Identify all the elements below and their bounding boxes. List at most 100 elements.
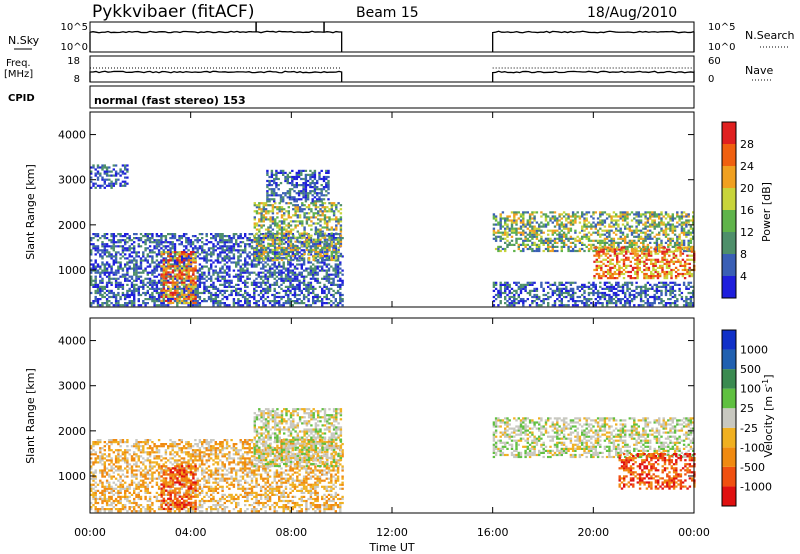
echo-cell [135, 233, 138, 236]
echo-cell [328, 208, 331, 211]
echo-cell [283, 212, 286, 215]
echo-cell [690, 258, 694, 261]
echo-cell [169, 267, 172, 270]
echo-cell [300, 235, 303, 238]
echo-cell [294, 246, 297, 249]
echo-cell [492, 231, 496, 234]
echo-cell [275, 184, 278, 187]
echo-cell [169, 241, 172, 244]
echo-cell [155, 245, 159, 248]
echo-cell [569, 223, 573, 226]
echo-cell [587, 247, 591, 251]
echo-cell [130, 281, 134, 284]
echo-cell [225, 271, 229, 274]
echo-cell [151, 255, 154, 258]
echo-cell [176, 304, 179, 307]
echo-cell [137, 251, 140, 254]
echo-cell [246, 302, 249, 305]
echo-cell [221, 235, 224, 238]
echo-cell [207, 295, 211, 299]
echo-cell [146, 233, 149, 236]
echo-cell [692, 211, 695, 214]
echo-cell [101, 271, 104, 274]
echo-cell [305, 242, 309, 245]
echo-cell [253, 281, 256, 284]
echo-cell [214, 233, 217, 236]
echo-cell [686, 270, 689, 274]
echo-cell [253, 295, 256, 299]
echo-cell [114, 253, 118, 256]
echo-cell [94, 172, 97, 175]
echo-cell [327, 233, 331, 236]
echo-cell [94, 279, 97, 282]
echo-cell [291, 169, 294, 172]
echo-cell [162, 269, 166, 272]
echo-cell [339, 234, 343, 237]
echo-cell [305, 304, 308, 307]
echo-cell [142, 259, 145, 262]
echo-cell [643, 272, 646, 276]
echo-cell [151, 293, 154, 297]
echo-cell [284, 235, 288, 238]
echo-cell [686, 258, 689, 261]
echo-cell [278, 285, 281, 288]
echo-cell [317, 250, 320, 253]
echo-cell [312, 271, 315, 274]
echo-cell [621, 217, 625, 220]
echo-cell [300, 198, 303, 201]
echo-cell [304, 194, 308, 197]
echo-cell [663, 262, 666, 265]
echo-cell [680, 247, 684, 251]
echo-cell [339, 271, 342, 274]
echo-cell [246, 271, 249, 274]
echo-cell [639, 237, 643, 240]
echo-cell [637, 233, 640, 236]
echo-cell [328, 244, 331, 247]
echo-cell [682, 223, 686, 226]
echo-cell [189, 265, 193, 268]
echo-cell [337, 246, 340, 249]
echo-cell [515, 221, 518, 224]
echo-cell [556, 249, 559, 253]
echo-cell [508, 304, 511, 307]
echo-cell [638, 254, 641, 257]
echo-cell [112, 243, 115, 246]
echo-cell [203, 249, 206, 252]
echo-cell [295, 198, 298, 201]
echo-cell [600, 254, 603, 257]
echo-cell [624, 241, 627, 244]
echo-cell [307, 250, 311, 253]
echo-cell [105, 255, 109, 258]
echo-cell [182, 285, 186, 288]
echo-cell [164, 235, 168, 238]
echo-cell [323, 275, 326, 278]
echo-cell [117, 277, 120, 280]
echo-cell [121, 269, 125, 272]
echo-cell [237, 287, 240, 290]
echo-cell [653, 235, 656, 238]
echo-cell [185, 245, 188, 248]
echo-cell [114, 279, 118, 282]
echo-cell [90, 249, 93, 252]
echo-cell [164, 279, 168, 282]
echo-cell [194, 295, 197, 298]
echo-cell [332, 258, 336, 262]
echo-cell [528, 304, 532, 307]
echo-cell [275, 192, 278, 195]
echo-cell [639, 219, 643, 222]
echo-cell [336, 285, 340, 288]
echo-cell [328, 236, 331, 239]
echo-cell [126, 249, 129, 252]
echo-cell [289, 258, 293, 262]
echo-cell [298, 298, 301, 301]
echo-cell [246, 239, 249, 242]
echo-cell [531, 295, 534, 299]
echo-cell [219, 283, 222, 286]
echo-cell [192, 283, 195, 286]
echo-cell [267, 218, 270, 221]
echo-cell [212, 293, 215, 297]
echo-cell [668, 266, 671, 269]
echo-cell [153, 279, 156, 282]
echo-cell [253, 258, 256, 262]
echo-cell [180, 267, 183, 270]
